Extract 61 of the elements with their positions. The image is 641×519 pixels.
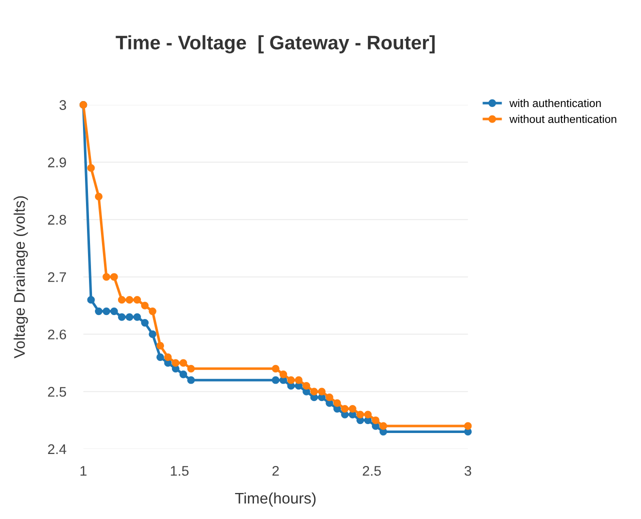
point [294, 376, 303, 384]
point [380, 422, 388, 430]
point [272, 364, 280, 372]
x-tick-label: 2.5 [362, 466, 381, 476]
legend-label: without authentication [509, 114, 616, 124]
point [156, 342, 164, 350]
point [341, 404, 349, 413]
y-tick-label: 2.4 [48, 444, 66, 454]
point [141, 302, 149, 310]
y-tick-label: 3 [59, 100, 66, 110]
point [141, 318, 149, 327]
point [126, 313, 134, 321]
x-tick-label: 3 [464, 466, 472, 476]
point [126, 296, 134, 304]
point [287, 376, 295, 384]
point [180, 370, 188, 378]
point [110, 273, 118, 281]
point [180, 359, 188, 367]
point [87, 164, 95, 172]
point [148, 307, 156, 316]
y-tick-label: 2.5 [48, 386, 66, 397]
point [187, 364, 195, 372]
y-tick-label: 2.9 [48, 158, 66, 168]
x-tick-label: 1.5 [170, 466, 189, 476]
y-tick-label: 2.6 [48, 330, 66, 340]
y-tick-label: 2.7 [48, 272, 66, 282]
point [156, 353, 164, 361]
point [356, 416, 364, 424]
point [94, 307, 103, 316]
point [318, 388, 326, 396]
point [118, 296, 126, 304]
point [102, 307, 110, 316]
x-tick-label: 2 [272, 466, 279, 476]
point [110, 307, 118, 316]
x-axis-title: Time(hours) [235, 492, 316, 507]
point [348, 404, 356, 413]
point [187, 376, 195, 384]
point [172, 359, 180, 367]
y-axis-title: Voltage Drainage (volts) [14, 196, 28, 358]
point [326, 394, 334, 402]
y-tick-label: 2.8 [48, 214, 66, 225]
point [364, 410, 372, 418]
point [464, 422, 472, 430]
legend-label: with authentication [509, 98, 601, 108]
point [372, 416, 380, 424]
point [280, 370, 288, 378]
point [164, 353, 172, 361]
point [133, 296, 141, 304]
point [94, 192, 103, 200]
point [356, 410, 364, 418]
chart-title: Time - Voltage [ Gateway - Router] [116, 35, 435, 54]
point [118, 313, 126, 321]
point [148, 330, 156, 338]
point [272, 376, 280, 384]
point [310, 388, 318, 396]
point [302, 382, 310, 390]
point [333, 399, 341, 407]
point [87, 296, 95, 304]
point [102, 273, 110, 281]
point [133, 313, 141, 321]
x-tick-label: 1 [80, 466, 87, 476]
